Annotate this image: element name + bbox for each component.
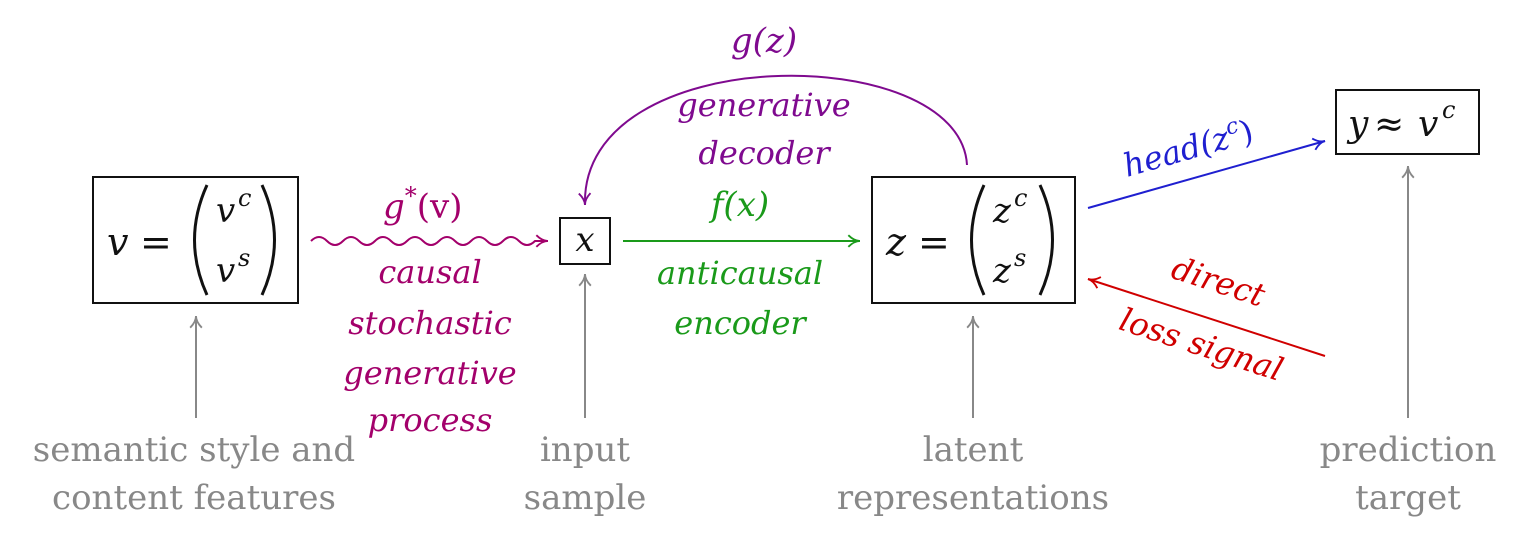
loss-arrow <box>1087 276 1326 357</box>
node-v-bottom-sup: s <box>238 244 250 272</box>
causal-line-1: causal <box>378 253 481 291</box>
loss-line-1: direct <box>1167 249 1270 315</box>
edge-encoder: f(x) anticausal encoder <box>623 185 861 342</box>
captions: semantic style and content features inpu… <box>33 430 1497 518</box>
causal-arrow <box>310 234 549 248</box>
causal-fn: g*(v) <box>383 182 463 227</box>
node-z-left-paren <box>970 184 986 296</box>
caption-v-line-1: semantic style and <box>33 430 355 470</box>
node-v-bottom: v <box>216 251 235 291</box>
edge-causal: g*(v) causal stochastic generative proce… <box>310 182 549 439</box>
node-x: x <box>559 217 611 265</box>
causal-line-2: stochastic <box>348 304 512 342</box>
node-z-equals: = <box>918 220 950 264</box>
node-y-approx: ≈ <box>1374 104 1404 145</box>
node-v-lhs: v <box>107 220 129 264</box>
encoder-line-1: anticausal <box>657 254 823 292</box>
decoder-arrow <box>578 74 968 206</box>
pointers <box>189 165 1415 418</box>
node-v-equals: = <box>140 220 172 264</box>
node-z-bottom-sup: s <box>1014 244 1026 272</box>
loss-line-2: loss signal <box>1115 300 1288 389</box>
caption-x-line-2: sample <box>524 478 647 518</box>
decoder-line-1: generative <box>677 86 850 124</box>
node-x-symbol: x <box>575 220 594 260</box>
caption-v-line-2: content features <box>52 478 336 518</box>
decoder-line-2: decoder <box>698 134 831 172</box>
node-v-top-sup: c <box>238 184 251 212</box>
caption-x-line-1: input <box>540 430 630 470</box>
node-y-rhs: v <box>1418 104 1438 145</box>
node-z-lhs: z <box>885 220 907 264</box>
caption-z-line-2: representations <box>837 478 1109 518</box>
node-z-bottom: z <box>992 251 1012 291</box>
node-z-top: z <box>992 191 1012 231</box>
caption-y-line-2: target <box>1355 478 1461 518</box>
node-y-box <box>1335 89 1480 155</box>
node-v-left-paren <box>193 184 209 296</box>
node-z-right-paren <box>1038 184 1054 296</box>
causal-line-4: process <box>368 401 493 439</box>
node-v: v = v c v s <box>92 176 299 304</box>
caption-z-line-1: latent <box>923 430 1024 470</box>
node-v-top: v <box>216 191 235 231</box>
decoder-fn: g(z) <box>731 21 797 61</box>
node-y: y ≈ v c <box>1335 89 1480 155</box>
edge-head: head(zc) <box>1087 110 1326 209</box>
node-z: z = z c z s <box>871 176 1076 304</box>
head-arrow <box>1087 137 1326 209</box>
node-v-right-paren <box>260 184 276 296</box>
node-v-box <box>92 176 299 304</box>
head-label: head(zc) <box>1118 110 1257 185</box>
node-z-box <box>871 176 1076 304</box>
node-z-top-sup: c <box>1014 184 1027 212</box>
edge-loss: direct loss signal <box>1087 249 1326 389</box>
encoder-line-2: encoder <box>674 304 807 342</box>
node-y-rhs-sup: c <box>1442 96 1455 124</box>
node-x-box <box>559 217 611 265</box>
causal-line-3: generative <box>343 354 516 392</box>
encoder-fn: f(x) <box>708 185 769 225</box>
caption-y-line-1: prediction <box>1320 430 1497 470</box>
node-y-lhs: y <box>1346 104 1369 145</box>
edge-decoder: g(z) generative decoder <box>578 21 968 206</box>
